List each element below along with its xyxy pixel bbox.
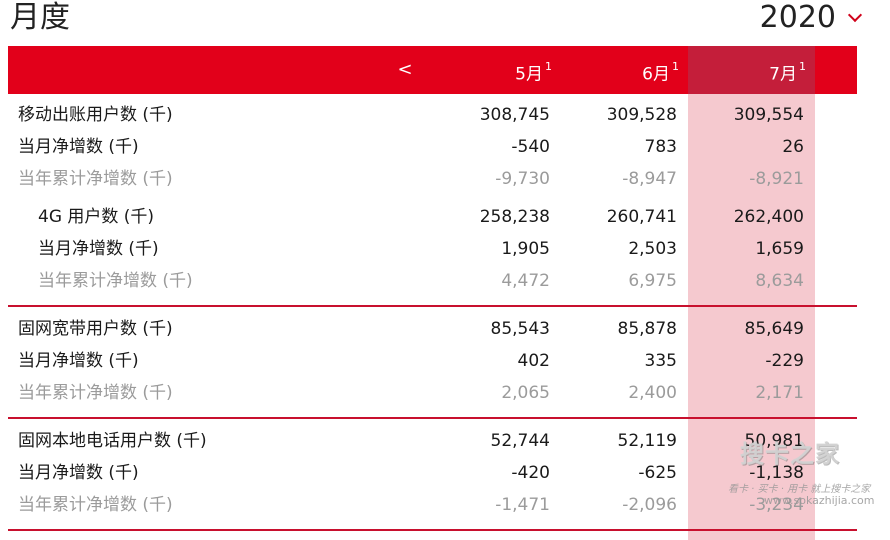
highlighted-column-header bbox=[688, 46, 815, 94]
column-header-june[interactable]: 6月 1 bbox=[559, 46, 679, 94]
value-july: -3,234 bbox=[749, 495, 804, 515]
year-value: 2020 bbox=[759, 0, 836, 35]
value-july: 85,649 bbox=[744, 319, 804, 339]
table-row: 当年累计净增数 (千) 2,065 2,400 2,171 bbox=[0, 377, 890, 409]
column-label: 5月 bbox=[515, 64, 543, 85]
table-row: 当年累计净增数 (千) -1,471 -2,096 -3,234 bbox=[0, 489, 890, 521]
row-label: 当年累计净增数 (千) bbox=[38, 271, 193, 291]
row-label: 固网宽带用户数 (千) bbox=[18, 319, 173, 339]
value-june: -625 bbox=[638, 463, 677, 483]
value-july: -1,138 bbox=[749, 463, 804, 483]
row-label: 移动出账用户数 (千) bbox=[18, 105, 173, 125]
row-label: 当年累计净增数 (千) bbox=[18, 495, 173, 515]
value-june: 52,119 bbox=[617, 431, 677, 451]
chevron-down-icon bbox=[847, 7, 863, 23]
table-row: 固网宽带用户数 (千) 85,543 85,878 85,649 bbox=[0, 313, 890, 345]
value-june: 335 bbox=[644, 351, 677, 371]
value-june: 260,741 bbox=[606, 207, 677, 227]
value-july: -229 bbox=[765, 351, 804, 371]
table-row: 固网本地电话用户数 (千) 52,744 52,119 50,981 bbox=[0, 425, 890, 457]
highlighted-column bbox=[688, 94, 815, 540]
value-july: 309,554 bbox=[733, 105, 804, 125]
value-june: -2,096 bbox=[622, 495, 677, 515]
row-label: 当月净增数 (千) bbox=[18, 463, 139, 483]
value-june: -8,947 bbox=[622, 169, 677, 189]
footnote-marker: 1 bbox=[672, 60, 679, 73]
value-july: 26 bbox=[782, 137, 804, 157]
value-may: -540 bbox=[511, 137, 550, 157]
column-header-july[interactable]: 7月 1 bbox=[686, 46, 806, 94]
column-label: 6月 bbox=[642, 64, 670, 85]
row-label: 当年累计净增数 (千) bbox=[18, 383, 173, 403]
value-july: 50,981 bbox=[744, 431, 804, 451]
previous-period-button[interactable]: < bbox=[397, 59, 413, 80]
column-header-may[interactable]: 5月 1 bbox=[432, 46, 552, 94]
table-row: 4G 用户数 (千) 258,238 260,741 262,400 bbox=[0, 201, 890, 233]
value-may: -420 bbox=[511, 463, 550, 483]
column-label: 7月 bbox=[769, 64, 797, 85]
row-label: 4G 用户数 (千) bbox=[38, 207, 155, 227]
section-divider bbox=[8, 529, 857, 531]
row-label: 当年累计净增数 (千) bbox=[18, 169, 173, 189]
year-dropdown[interactable]: 2020 bbox=[759, 0, 863, 38]
value-may: 4,472 bbox=[501, 271, 550, 291]
section-divider bbox=[8, 305, 857, 307]
section-divider bbox=[8, 417, 857, 419]
table-row: 当年累计净增数 (千) 4,472 6,975 8,634 bbox=[0, 265, 890, 297]
value-june: 2,400 bbox=[628, 383, 677, 403]
footnote-marker: 1 bbox=[545, 60, 552, 73]
value-may: 1,905 bbox=[501, 239, 550, 259]
value-july: 2,171 bbox=[755, 383, 804, 403]
page-title: 月度 bbox=[10, 0, 70, 35]
value-may: -1,471 bbox=[495, 495, 550, 515]
value-july: -8,921 bbox=[749, 169, 804, 189]
value-june: 85,878 bbox=[617, 319, 677, 339]
footnote-marker: 1 bbox=[799, 60, 806, 73]
value-june: 2,503 bbox=[628, 239, 677, 259]
value-june: 6,975 bbox=[628, 271, 677, 291]
table-row: 当月净增数 (千) 1,905 2,503 1,659 bbox=[0, 233, 890, 265]
value-june: 783 bbox=[644, 137, 677, 157]
row-label: 当月净增数 (千) bbox=[38, 239, 159, 259]
value-may: -9,730 bbox=[495, 169, 550, 189]
row-label: 当月净增数 (千) bbox=[18, 137, 139, 157]
table-row: 当月净增数 (千) 402 335 -229 bbox=[0, 345, 890, 377]
value-may: 258,238 bbox=[479, 207, 550, 227]
value-july: 8,634 bbox=[755, 271, 804, 291]
value-may: 308,745 bbox=[479, 105, 550, 125]
value-july: 1,659 bbox=[755, 239, 804, 259]
value-may: 402 bbox=[517, 351, 550, 371]
value-may: 52,744 bbox=[490, 431, 550, 451]
value-may: 85,543 bbox=[490, 319, 550, 339]
row-label: 固网本地电话用户数 (千) bbox=[18, 431, 207, 451]
value-may: 2,065 bbox=[501, 383, 550, 403]
table-row: 当年累计净增数 (千) -9,730 -8,947 -8,921 bbox=[0, 163, 890, 195]
value-june: 309,528 bbox=[606, 105, 677, 125]
row-label: 当月净增数 (千) bbox=[18, 351, 139, 371]
table-row: 移动出账用户数 (千) 308,745 309,528 309,554 bbox=[0, 99, 890, 131]
table-row: 当月净增数 (千) -540 783 26 bbox=[0, 131, 890, 163]
table-row: 当月净增数 (千) -420 -625 -1,138 bbox=[0, 457, 890, 489]
value-july: 262,400 bbox=[733, 207, 804, 227]
